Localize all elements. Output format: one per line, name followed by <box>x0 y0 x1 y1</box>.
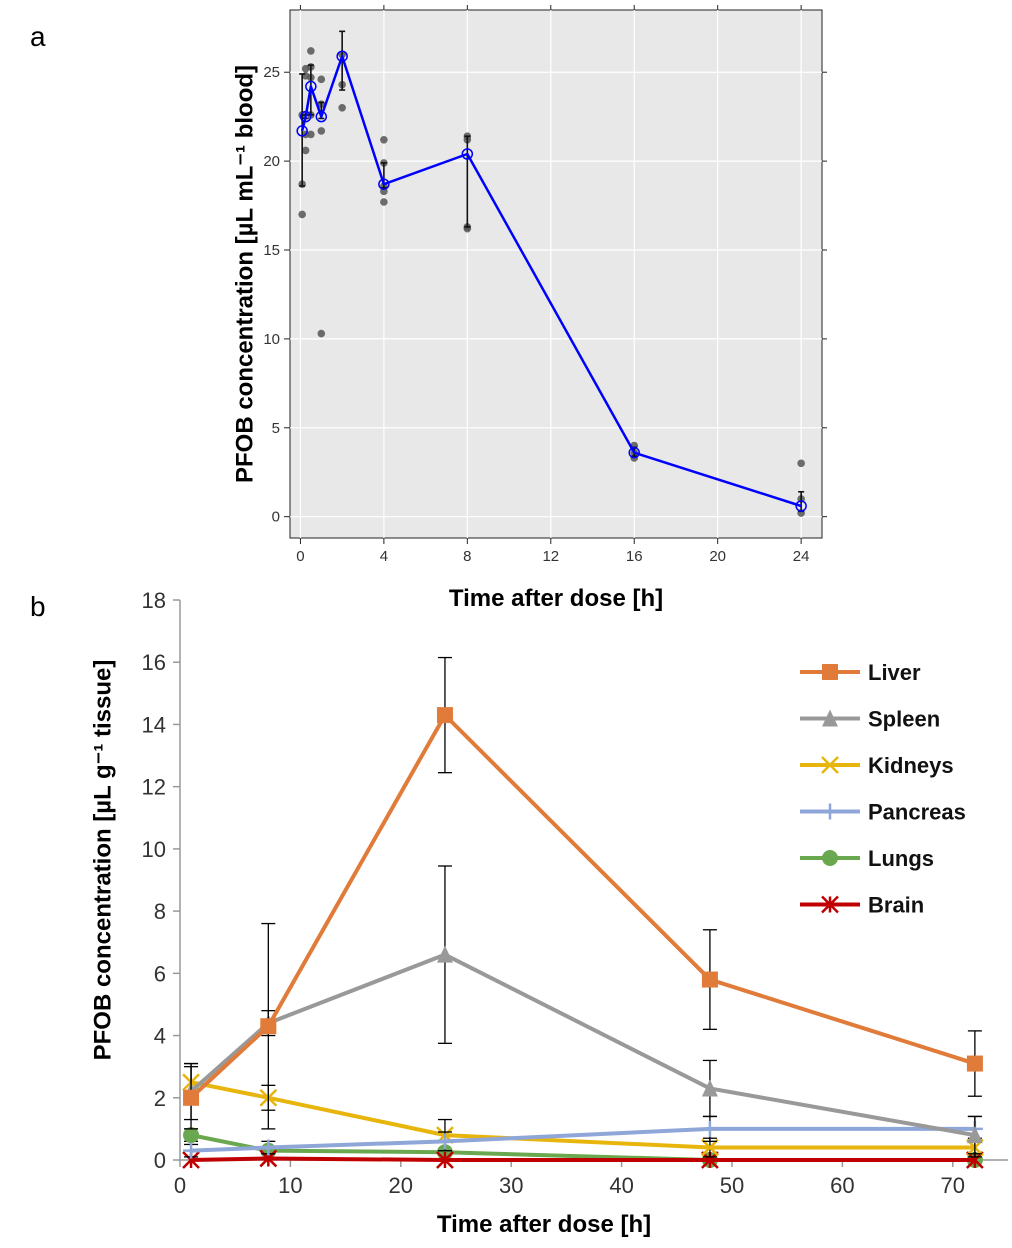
y-tick-label: 10 <box>142 837 166 862</box>
x-axis-title: Time after dose [h] <box>437 1211 651 1238</box>
x-tick-label: 20 <box>709 548 726 565</box>
data-point <box>317 127 326 135</box>
plus-marker <box>436 1133 453 1150</box>
y-tick-label: 18 <box>142 588 166 613</box>
asterisk-marker <box>436 1151 454 1169</box>
y-axis-title: PFOB concentration [µL g⁻¹ tissue] <box>89 660 116 1061</box>
x-tick-label: 70 <box>941 1173 965 1198</box>
legend-label: Brain <box>868 893 924 918</box>
mean-marker <box>336 50 348 62</box>
y-tick-label: 10 <box>263 331 280 348</box>
mean-marker <box>305 80 317 93</box>
y-tick-label: 16 <box>142 650 166 675</box>
series-line <box>190 1156 975 1162</box>
series-kidneys <box>182 1062 984 1158</box>
legend-label: Pancreas <box>868 800 966 825</box>
legend-item-lungs: Lungs <box>800 846 934 871</box>
x-tick-label: 8 <box>463 548 471 565</box>
data-point <box>380 198 388 206</box>
legend-label: Lungs <box>868 846 934 871</box>
plus-marker <box>183 1142 200 1159</box>
x-tick-label: 12 <box>542 548 559 565</box>
triangle-marker <box>966 1126 983 1144</box>
y-axis-title: PFOB concentration [µL mL⁻¹ blood] <box>231 65 258 483</box>
mean-marker <box>378 178 390 190</box>
legend-item-kidneys: Kidneys <box>800 753 954 778</box>
legend-label: Spleen <box>868 707 940 732</box>
series-spleen <box>183 865 983 1155</box>
x-marker <box>701 1138 719 1157</box>
legend-label: Kidneys <box>868 753 954 778</box>
x-tick-label: 40 <box>609 1173 633 1198</box>
chart-b: b 0 2 4 6 8 10 12 14 16 18 0 10 20 30 40 50 60 70 Liver Sple… <box>30 588 1008 1238</box>
y-tick-label: 20 <box>263 153 280 170</box>
square-marker <box>260 1018 277 1035</box>
x-tick-label: 0 <box>296 548 304 565</box>
legend-label: Liver <box>868 660 921 685</box>
x-tick-label: 24 <box>793 548 810 565</box>
y-tick-label: 5 <box>272 420 280 437</box>
mean-marker <box>628 446 640 459</box>
y-tick-label: 0 <box>272 509 280 526</box>
data-point <box>307 130 315 139</box>
mean-marker <box>315 110 328 123</box>
y-tick-label: 12 <box>142 775 166 800</box>
plus-marker <box>822 803 838 820</box>
y-tick-label: 25 <box>263 64 280 81</box>
x-tick-label: 60 <box>830 1173 854 1198</box>
legend-item-pancreas: Pancreas <box>800 800 966 825</box>
data-point <box>307 47 315 55</box>
circle-marker <box>822 850 838 866</box>
legend-item-brain: Brain <box>800 893 924 918</box>
x-tick-label: 4 <box>380 548 388 565</box>
data-point <box>380 135 388 144</box>
data-point <box>317 329 326 338</box>
triangle-marker <box>822 709 838 727</box>
square-marker <box>966 1055 983 1072</box>
plot-background <box>289 9 823 539</box>
x-tick-label: 30 <box>499 1173 523 1198</box>
mean-marker <box>795 500 807 512</box>
mean-marker <box>299 110 312 123</box>
triangle-marker <box>436 945 453 963</box>
x-axis-title: Time after dose [h] <box>449 585 663 612</box>
square-marker <box>436 707 453 724</box>
mean-marker <box>296 125 308 137</box>
square-marker <box>822 664 838 680</box>
data-point <box>797 459 805 468</box>
x-tick-label: 0 <box>174 1173 186 1198</box>
panel-label-a: a <box>30 21 46 52</box>
mean-line <box>300 54 802 508</box>
legend-item-spleen: Spleen <box>800 707 940 732</box>
asterisk-marker <box>821 895 839 914</box>
x-tick-label: 16 <box>626 548 643 565</box>
mean-marker <box>461 148 474 160</box>
x-tick-label: 10 <box>278 1173 302 1198</box>
y-tick-label: 2 <box>154 1086 166 1111</box>
plus-marker <box>701 1120 718 1137</box>
data-point <box>298 210 306 219</box>
triangle-marker <box>701 1079 718 1097</box>
chart-a: a 0 4 8 12 16 20 24 0 5 10 15 20 25 Time after dose [h… <box>30 5 827 612</box>
panel-label-b: b <box>30 591 46 622</box>
y-tick-label: 0 <box>154 1148 166 1173</box>
x-marker <box>821 756 839 774</box>
square-marker <box>701 971 718 988</box>
y-tick-label: 8 <box>154 899 166 924</box>
series-liver <box>183 656 983 1130</box>
series-brain <box>182 1149 984 1169</box>
y-tick-label: 14 <box>142 712 166 737</box>
plus-marker <box>260 1139 277 1156</box>
data-point <box>338 103 346 112</box>
y-tick-label: 6 <box>154 961 166 986</box>
data-point <box>317 75 326 84</box>
legend-item-liver: Liver <box>800 660 921 685</box>
circle-marker <box>183 1127 200 1144</box>
square-marker <box>183 1089 200 1106</box>
x-tick-label: 50 <box>720 1173 744 1198</box>
x-tick-label: 20 <box>389 1173 413 1198</box>
data-point <box>301 146 310 155</box>
y-tick-label: 4 <box>154 1024 166 1049</box>
y-tick-label: 15 <box>263 242 280 259</box>
